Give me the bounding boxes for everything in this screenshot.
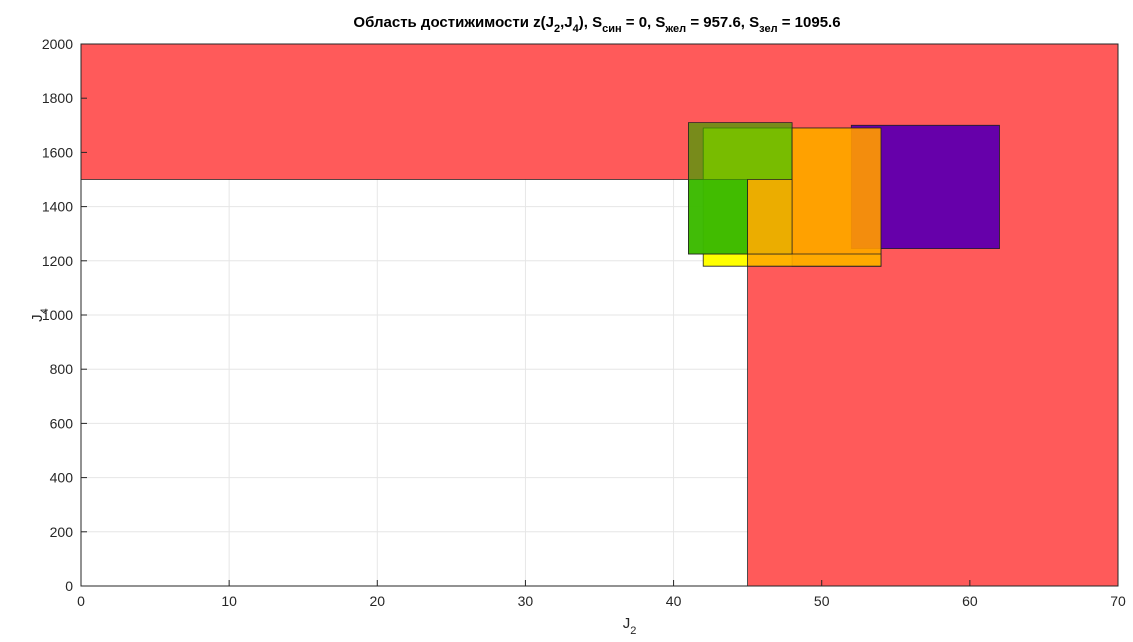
y-axis-ticks: 0 200 400 600 800 1000 1200 1400 1600 1800 2000 <box>42 36 87 594</box>
y-tick-label: 200 <box>50 524 74 540</box>
y-tick-label: 1800 <box>42 90 73 106</box>
y-tick-label: 1600 <box>42 144 73 160</box>
y-tick-label: 0 <box>65 578 73 594</box>
y-tick-label: 2000 <box>42 36 73 52</box>
x-label-base: J <box>623 615 631 632</box>
orange-inner-strip <box>747 179 793 255</box>
x-label-sub: 2 <box>630 625 636 637</box>
y-tick-label: 400 <box>50 470 74 486</box>
x-tick-label: 60 <box>962 593 978 609</box>
x-tick-label: 20 <box>369 593 385 609</box>
regions <box>80 43 1119 587</box>
x-tick-label: 40 <box>666 593 682 609</box>
x-axis-label: J2 <box>623 615 637 637</box>
x-tick-label: 50 <box>814 593 830 609</box>
title-part: син <box>602 23 622 35</box>
x-tick-label: 70 <box>1110 593 1126 609</box>
y-tick-label: 1400 <box>42 199 73 215</box>
y-tick-label: 600 <box>50 415 74 431</box>
title-part: жел <box>664 23 686 35</box>
title-part: зел <box>759 23 777 35</box>
orange-overlay-rect <box>791 127 882 267</box>
y-label-sub: 4 <box>39 308 51 314</box>
x-axis-ticks: 0 10 20 30 40 50 60 70 <box>77 580 1126 609</box>
y-tick-label: 800 <box>50 361 74 377</box>
title-part: = 1095.6 <box>778 14 841 31</box>
title-part: 4 <box>573 23 580 35</box>
y-tick-label: 1000 <box>42 307 73 323</box>
y-label-base: J <box>29 314 46 322</box>
chart-title: Область достижимости z(J2,J4), Sсин = 0,… <box>353 14 840 35</box>
y-axis-label: J4 <box>29 308 51 322</box>
title-part: ,J <box>560 14 573 31</box>
x-tick-label: 30 <box>518 593 534 609</box>
title-part: ), S <box>579 14 602 31</box>
x-tick-label: 0 <box>77 593 85 609</box>
y-tick-label: 1200 <box>42 253 73 269</box>
title-part: Область достижимости z(J <box>353 14 554 31</box>
title-part: 2 <box>554 23 560 35</box>
x-tick-label: 10 <box>221 593 237 609</box>
orange-lower-strip <box>747 253 882 267</box>
title-part: = 0, S <box>622 14 666 31</box>
title-part: = 957.6, S <box>686 14 759 31</box>
